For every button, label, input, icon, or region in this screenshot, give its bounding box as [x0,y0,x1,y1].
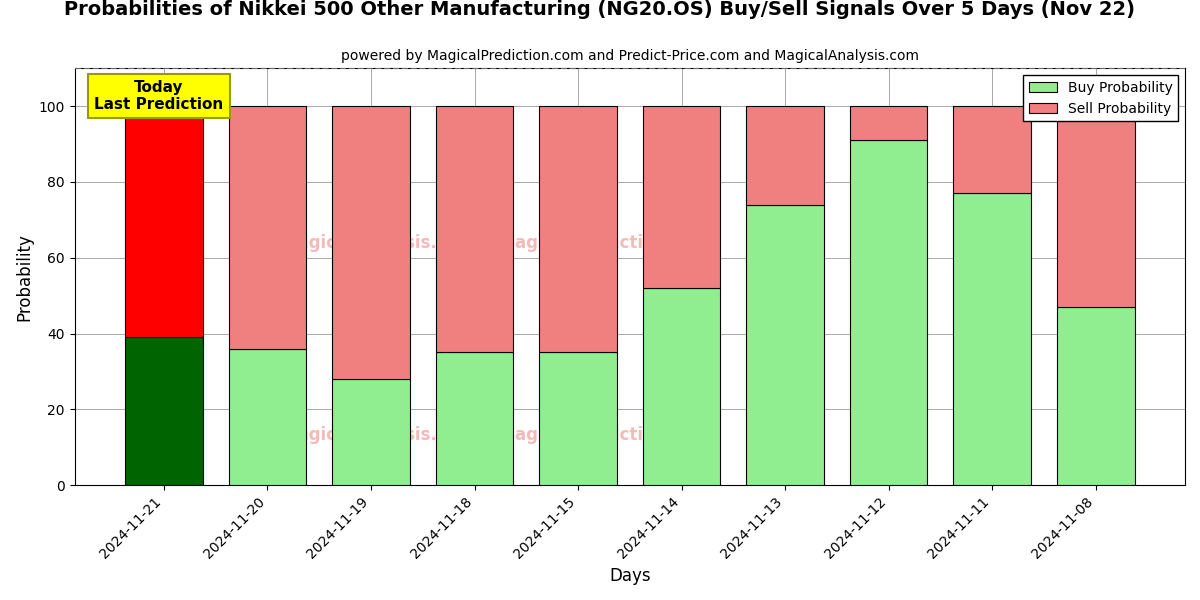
Legend: Buy Probability, Sell Probability: Buy Probability, Sell Probability [1024,75,1178,121]
Bar [1057,307,1134,485]
Bar [332,379,410,485]
Bar [746,106,824,205]
Text: MagicalAnalysis.com    MagicalPrediction.com: MagicalAnalysis.com MagicalPrediction.co… [281,235,712,253]
Bar [953,106,1031,193]
Text: Probabilities of Nikkei 500 Other Manufacturing (NG20.OS) Buy/Sell Signals Over : Probabilities of Nikkei 500 Other Manufa… [65,0,1135,19]
Bar [436,352,514,485]
Text: MagicalAnalysis.com    MagicalPrediction.com: MagicalAnalysis.com MagicalPrediction.co… [281,426,712,444]
Bar [539,106,617,352]
Text: Today
Last Prediction: Today Last Prediction [94,80,223,112]
Bar [953,193,1031,485]
Title: powered by MagicalPrediction.com and Predict-Price.com and MagicalAnalysis.com: powered by MagicalPrediction.com and Pre… [341,49,919,63]
Bar [125,337,203,485]
Bar [643,106,720,288]
Bar [436,106,514,352]
Bar [539,352,617,485]
X-axis label: Days: Days [610,567,650,585]
Bar [332,106,410,379]
Bar [229,106,306,349]
Bar [125,106,203,337]
Bar [643,288,720,485]
Bar [850,140,928,485]
Bar [850,106,928,140]
Bar [746,205,824,485]
Bar [229,349,306,485]
Bar [1057,106,1134,307]
Y-axis label: Probability: Probability [16,233,34,320]
